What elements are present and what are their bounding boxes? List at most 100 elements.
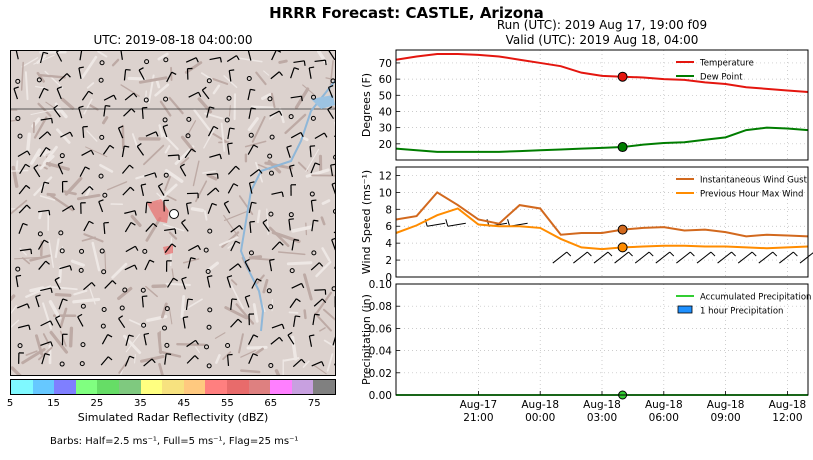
terrain-ridge <box>303 273 313 301</box>
wind-barb <box>268 258 275 272</box>
calm-wind-circle <box>267 153 273 159</box>
wind-barb <box>57 161 64 175</box>
y-tick-label: 10 <box>379 187 392 199</box>
y-tick-label: 4 <box>385 238 392 250</box>
terrain-ridge <box>42 302 52 330</box>
wind-barb <box>310 199 317 212</box>
terrain-ridge <box>222 351 232 361</box>
wind-barb <box>104 280 117 289</box>
wind-barb <box>167 277 178 288</box>
wind-barb <box>100 356 113 366</box>
y-tick-label: 0.00 <box>369 390 392 402</box>
wind-barb <box>39 147 51 158</box>
wind-barb <box>288 164 295 178</box>
terrain-ridge <box>290 335 298 361</box>
wind-barb <box>121 164 134 174</box>
terrain-ridge <box>25 132 32 153</box>
wind-barb <box>758 251 778 264</box>
terrain-ridge <box>21 57 39 68</box>
colorbar-cell <box>140 380 163 394</box>
wind-barb <box>717 251 736 264</box>
terrain-ridge <box>91 241 101 272</box>
terrain-ridge <box>262 278 269 294</box>
terrain-ridge <box>240 349 256 358</box>
legend-label: Temperature <box>699 59 754 69</box>
colorbar-tick-label: 35 <box>134 398 147 409</box>
x-tick-label: Aug-17 <box>460 399 498 411</box>
terrain-ridge <box>314 291 333 316</box>
wind-barb <box>81 90 94 101</box>
terrain-ridge <box>240 369 261 374</box>
wind-barb <box>293 315 301 327</box>
wind-barb <box>181 276 187 290</box>
wind-barb <box>15 274 22 288</box>
wind-barb <box>124 210 137 216</box>
wind-barb <box>77 313 84 327</box>
colorbar-tick-label: 55 <box>220 398 234 409</box>
wind-barb <box>166 71 177 83</box>
terrain-ridge <box>117 286 133 301</box>
wind-barb <box>120 51 123 60</box>
wind-barb <box>82 125 88 138</box>
y-tick-label: 40 <box>379 106 392 118</box>
wind-barb <box>248 313 255 326</box>
wind-barb <box>249 220 255 233</box>
terrain-ridge <box>11 294 16 302</box>
wind-barb <box>311 361 325 367</box>
wind-barb <box>292 358 306 368</box>
plot-frame <box>395 49 809 161</box>
terrain-ridge <box>320 216 326 226</box>
wind-barb <box>206 275 213 288</box>
calm-wind-circle <box>142 248 148 254</box>
barbs-note: Barbs: Half=2.5 ms⁻¹, Full=5 ms⁻¹, Flag=… <box>50 436 299 447</box>
x-tick-label: Aug-18 <box>769 399 807 411</box>
wind-barb <box>121 145 130 158</box>
wind-barb <box>207 125 219 137</box>
colorbar-cell <box>291 380 314 394</box>
wind-barb <box>38 87 49 99</box>
wind-barb <box>165 260 172 272</box>
wind-barb <box>179 163 187 177</box>
y-tick-label: 0.08 <box>369 301 392 313</box>
wind-barb <box>123 108 136 117</box>
wind-barb <box>123 68 131 81</box>
wind-barb <box>164 243 177 254</box>
wind-barb <box>445 219 466 227</box>
calm-wind-circle <box>185 133 191 139</box>
wind-barb <box>81 185 94 195</box>
x-tick-label: 21:00 <box>463 412 493 424</box>
calm-wind-circle <box>288 212 294 218</box>
terrain-ridge <box>248 255 263 260</box>
wind-barb <box>157 183 165 196</box>
wind-barb <box>293 60 306 66</box>
colorbar-tick-label: 75 <box>307 398 321 409</box>
calm-wind-circle <box>17 343 23 349</box>
y-tick-label: 0.10 <box>369 279 392 291</box>
terrain-ridge <box>70 259 85 267</box>
terrain-ridge <box>30 109 55 116</box>
plot-area <box>396 167 808 277</box>
wind-barb <box>290 131 304 139</box>
terrain-ridge <box>44 70 64 89</box>
terrain-ridge <box>220 122 226 152</box>
wind-barb <box>138 67 145 81</box>
terrain-ridge <box>256 209 261 224</box>
terrain-ridge <box>251 116 266 143</box>
terrain-ridge <box>131 133 139 148</box>
calm-wind-circle <box>59 361 65 367</box>
y-tick-label: 6 <box>385 221 392 233</box>
terrain-ridge <box>250 105 276 110</box>
calm-wind-circle <box>206 78 212 84</box>
wind-barb <box>18 222 28 234</box>
calm-wind-circle <box>206 363 212 369</box>
wind-barb <box>271 191 284 197</box>
calm-wind-circle <box>143 97 149 103</box>
calm-wind-circle <box>37 231 43 237</box>
terrain-ridge <box>195 346 200 353</box>
wind-barb <box>144 259 155 271</box>
calm-wind-circle <box>99 248 105 254</box>
wind-barb <box>209 56 222 63</box>
calm-wind-circle <box>268 211 274 217</box>
wind-barb <box>79 166 90 177</box>
wind-barb <box>186 192 199 199</box>
